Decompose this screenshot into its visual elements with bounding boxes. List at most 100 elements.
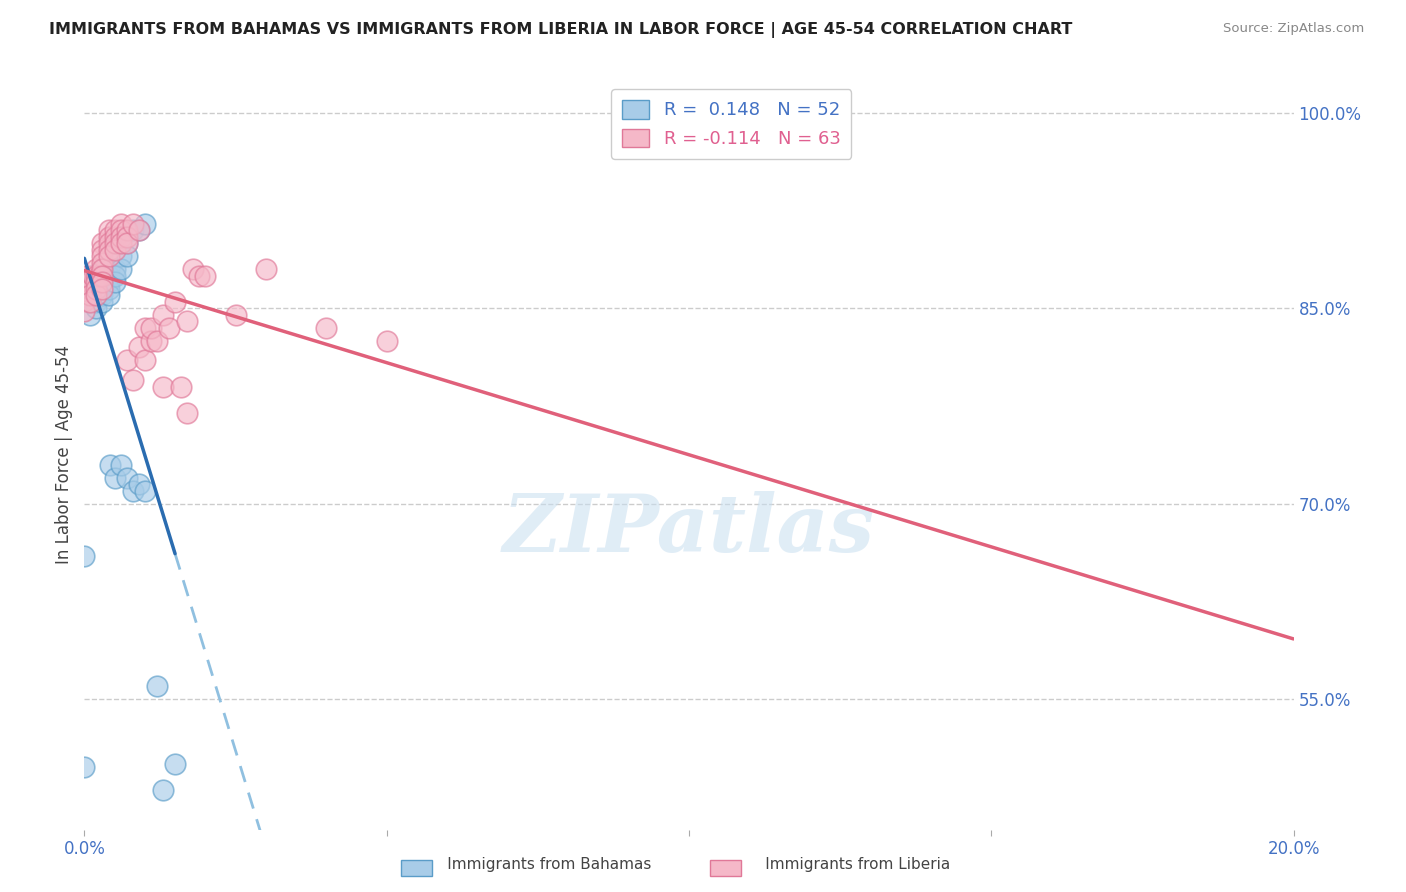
Point xyxy=(115,236,138,251)
Point xyxy=(115,249,138,263)
Point xyxy=(86,268,108,283)
Point xyxy=(121,483,143,498)
Point xyxy=(104,275,127,289)
Point xyxy=(91,262,114,277)
Point xyxy=(86,275,108,289)
Point xyxy=(104,471,127,485)
Point xyxy=(115,223,138,237)
Point xyxy=(97,223,120,237)
Point xyxy=(73,304,96,318)
Point xyxy=(93,268,115,283)
Point xyxy=(97,275,120,289)
Point xyxy=(134,353,156,368)
Point xyxy=(73,293,96,308)
Point xyxy=(121,223,143,237)
Point xyxy=(73,285,96,300)
Point xyxy=(104,223,127,237)
Point xyxy=(94,275,117,289)
Point xyxy=(91,243,114,257)
Point xyxy=(115,471,138,485)
Point xyxy=(79,282,101,296)
Point xyxy=(97,268,120,283)
Point xyxy=(91,282,114,296)
Point xyxy=(86,288,108,302)
Point xyxy=(104,268,127,283)
Point xyxy=(254,262,277,277)
Point xyxy=(79,294,101,309)
Text: Source: ZipAtlas.com: Source: ZipAtlas.com xyxy=(1223,22,1364,36)
Point xyxy=(86,275,108,289)
Point xyxy=(104,236,127,251)
Point xyxy=(110,249,132,263)
Point xyxy=(157,321,180,335)
Point xyxy=(86,262,108,277)
Point xyxy=(73,760,96,774)
Point xyxy=(170,379,193,393)
Point xyxy=(79,294,101,309)
Point xyxy=(134,483,156,498)
Point xyxy=(181,262,204,277)
Point xyxy=(91,268,114,283)
Point xyxy=(97,249,120,263)
Point xyxy=(139,321,162,335)
Point xyxy=(139,334,162,348)
Point xyxy=(91,236,114,251)
Point xyxy=(91,249,114,263)
Point xyxy=(97,262,120,277)
Point xyxy=(89,275,111,289)
Point xyxy=(91,268,114,283)
Point xyxy=(76,268,98,283)
Point xyxy=(115,236,138,251)
Point xyxy=(176,406,198,420)
Point xyxy=(225,308,247,322)
Point xyxy=(91,294,114,309)
Point xyxy=(86,268,108,283)
Point xyxy=(97,288,120,302)
Point xyxy=(79,308,101,322)
Point xyxy=(91,275,114,289)
Point xyxy=(165,757,187,772)
Point xyxy=(188,268,211,283)
Point xyxy=(73,549,96,563)
Y-axis label: In Labor Force | Age 45-54: In Labor Force | Age 45-54 xyxy=(55,345,73,565)
Point xyxy=(86,275,108,289)
Point xyxy=(115,353,138,368)
Point xyxy=(97,236,120,251)
Point xyxy=(110,217,132,231)
Point xyxy=(98,458,121,472)
Point xyxy=(110,262,132,277)
Point xyxy=(128,477,150,491)
Point xyxy=(86,282,108,296)
Point xyxy=(110,236,132,251)
Point xyxy=(97,282,120,296)
Point xyxy=(152,308,174,322)
Point xyxy=(93,262,115,277)
Text: Immigrants from Bahamas: Immigrants from Bahamas xyxy=(418,857,651,872)
Point xyxy=(82,275,104,289)
Point xyxy=(91,282,114,296)
Text: ZIPatlas: ZIPatlas xyxy=(503,491,875,568)
Point xyxy=(128,223,150,237)
Point xyxy=(86,301,108,316)
Point xyxy=(91,262,114,277)
Point xyxy=(91,288,114,302)
Point xyxy=(176,314,198,328)
Point xyxy=(79,275,101,289)
Point xyxy=(128,340,150,354)
Point xyxy=(86,282,108,296)
Point xyxy=(115,229,138,244)
Point xyxy=(375,334,398,348)
Point xyxy=(80,268,103,283)
Point xyxy=(79,288,101,302)
Point xyxy=(77,288,100,302)
Point xyxy=(128,223,150,237)
Point xyxy=(86,294,108,309)
Point xyxy=(104,243,127,257)
Text: Immigrants from Liberia: Immigrants from Liberia xyxy=(737,857,950,872)
Point xyxy=(110,223,132,237)
Point xyxy=(194,268,217,283)
Point xyxy=(165,294,187,309)
Point xyxy=(152,379,174,393)
Point xyxy=(97,229,120,244)
Text: IMMIGRANTS FROM BAHAMAS VS IMMIGRANTS FROM LIBERIA IN LABOR FORCE | AGE 45-54 CO: IMMIGRANTS FROM BAHAMAS VS IMMIGRANTS FR… xyxy=(49,22,1073,38)
